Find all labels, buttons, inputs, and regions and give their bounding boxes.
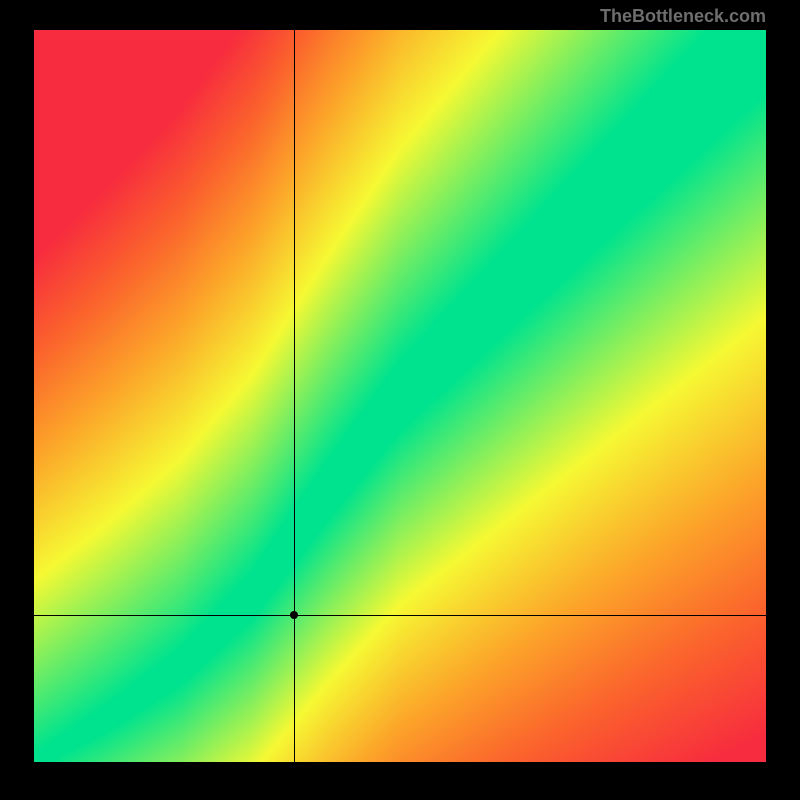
marker-dot	[290, 611, 298, 619]
watermark: TheBottleneck.com	[600, 6, 766, 27]
heatmap-canvas	[34, 30, 766, 762]
crosshair-horizontal-line	[34, 615, 766, 616]
chart-container: TheBottleneck.com	[0, 0, 800, 800]
crosshair-vertical-line	[294, 30, 295, 762]
plot-area	[34, 30, 766, 762]
